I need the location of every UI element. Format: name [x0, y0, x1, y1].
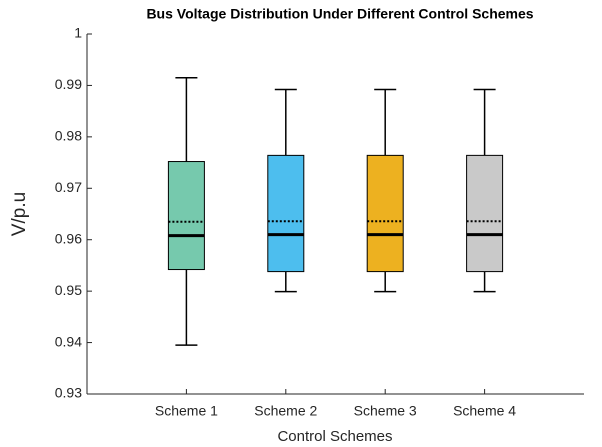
- y-tick-label: 0.95: [55, 282, 82, 298]
- y-tick-label: 0.93: [55, 385, 82, 401]
- x-tick-label: Scheme 3: [354, 403, 417, 419]
- y-tick-label: 0.99: [55, 76, 82, 92]
- y-axis-label: V/p.u: [9, 192, 30, 236]
- x-axis-label: Control Schemes: [277, 428, 392, 445]
- y-tick-label: 0.97: [55, 179, 82, 195]
- y-tick-label: 0.96: [55, 230, 82, 246]
- x-tick-label: Scheme 1: [155, 403, 218, 419]
- x-tick-label: Scheme 4: [453, 403, 516, 419]
- box: [267, 154, 305, 273]
- box: [466, 154, 504, 273]
- x-tick-label: Scheme 2: [254, 403, 317, 419]
- box: [366, 154, 404, 273]
- box: [167, 161, 205, 271]
- y-tick-label: 0.98: [55, 128, 82, 144]
- y-tick-label: 1: [74, 25, 82, 41]
- chart-title: Bus Voltage Distribution Under Different…: [146, 6, 533, 22]
- y-tick-label: 0.94: [55, 333, 82, 349]
